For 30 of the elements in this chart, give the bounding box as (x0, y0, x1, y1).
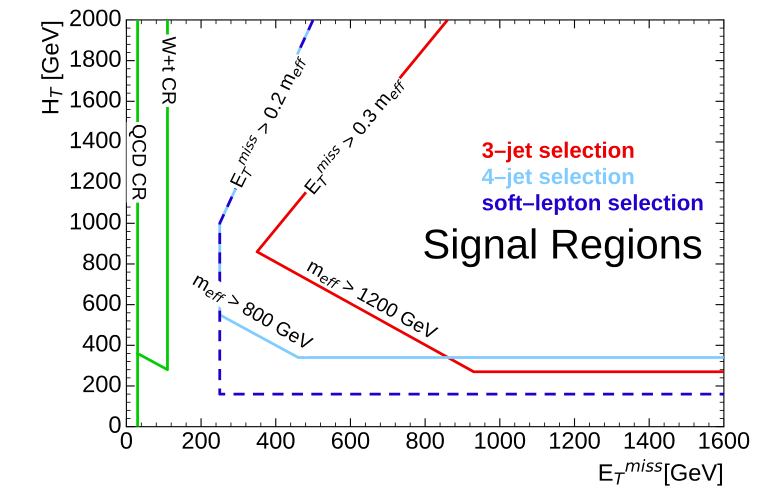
y-tick-label: 200 (83, 376, 121, 392)
x-tick-label: 1400 (624, 432, 675, 449)
y-tick-label: 1600 (70, 90, 121, 108)
x-tick-label: 1200 (550, 432, 600, 449)
x-axis-title: E$_{T}$$^{miss}$[GeV] (600, 459, 722, 486)
y-tick-label: 400 (82, 334, 121, 352)
x-tick-label: 1000 (475, 432, 526, 449)
y-tick-label: 600 (83, 294, 121, 311)
text: soft–lepton selection (482, 194, 703, 215)
y-tick-label: 1200 (70, 172, 121, 189)
x-tick-label: 600 (332, 432, 370, 449)
y-axis-title: H$_{T}$ [GeV] (41, 22, 64, 114)
y-tick-label: 1800 (70, 50, 121, 67)
annotation: QCD CR (128, 124, 146, 200)
text: 4–jet selection (482, 168, 634, 189)
x-tick-label: 800 (406, 432, 444, 449)
annotation: W+t CR (162, 36, 176, 104)
annotation: m$_{eff}$ > 800 GeV (192, 275, 314, 350)
y-tick-label: 2000 (70, 10, 121, 26)
annotation: Signal Regions (424, 228, 702, 268)
y-tick-label: 1400 (70, 132, 121, 148)
x-tick-label: 0 (120, 432, 132, 449)
x-tick-label: 200 (182, 432, 220, 449)
text: 3–jet selection (482, 142, 634, 162)
y-tick-label: 0 (109, 416, 121, 433)
y-tick-label: 1000 (70, 212, 121, 230)
annotation: E$_{T}$$^{miss}$ > 0.3 m$_{eff}$ (304, 78, 407, 195)
x-tick-label: 1600 (699, 432, 750, 449)
y-tick-label: 800 (83, 254, 121, 270)
x-tick-label: 400 (256, 432, 295, 449)
